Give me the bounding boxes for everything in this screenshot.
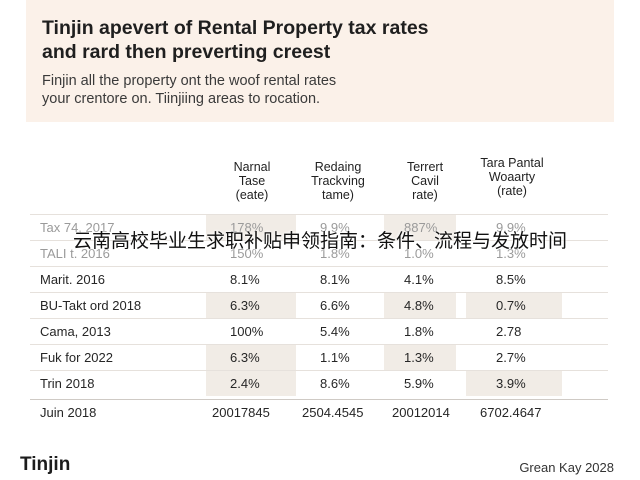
table-cell: 150% xyxy=(230,246,264,261)
total-row: Juin 2018 20017845 2504.4545 20012014 67… xyxy=(30,399,608,424)
table-cell: 1.0% xyxy=(404,246,434,261)
table-cell: 5.9% xyxy=(404,376,434,391)
table-cell: 2.78 xyxy=(496,324,522,339)
column-header-line: Tara Pantal xyxy=(480,156,544,170)
table-cell: 8.6% xyxy=(320,376,350,391)
column-header-line: Cavil xyxy=(411,174,439,188)
table-row: Cama, 2013 100% 5.4% 1.8% 2.78 xyxy=(30,318,608,344)
column-header-terrert-cavil: Terrert Cavil rate) xyxy=(390,160,460,202)
table-cell: 1.3% xyxy=(404,350,434,365)
page-title: Tinjin apevert of Rental Property tax ra… xyxy=(42,16,614,64)
table-row: Tax 74, 2017 178% 9.9% 887% 9.9% xyxy=(30,214,608,240)
table-cell: 2.4% xyxy=(230,376,260,391)
column-header-tara-pantal: Tara Pantal Woaarty (rate) xyxy=(460,156,564,198)
row-label: Fuk for 2022 xyxy=(40,350,113,365)
table-cell: 0.7% xyxy=(496,298,526,313)
table-cell: 6.3% xyxy=(230,298,260,313)
subtitle-line-1: Finjin all the property ont the woof ren… xyxy=(42,73,337,89)
column-header-line: Woaarty xyxy=(488,170,536,184)
table-cell: 100% xyxy=(230,324,264,339)
column-header-line: (rate) xyxy=(497,184,527,198)
column-header-line: (eate) xyxy=(235,188,269,202)
row-label: Trin 2018 xyxy=(40,376,95,391)
column-header-line: Trackving xyxy=(311,174,365,188)
page-subtitle: Finjin all the property ont the woof ren… xyxy=(42,72,614,108)
row-label: Tax 74, 2017 xyxy=(40,220,115,235)
table-cell: 8.1% xyxy=(320,272,350,287)
footer-credit: Grean Kay 2028 xyxy=(519,460,614,475)
title-line-2: and rard then preverting creest xyxy=(42,41,331,63)
table-cell: 9.9% xyxy=(320,220,350,235)
table-cell: 4.8% xyxy=(404,298,434,313)
row-label: Juin 2018 xyxy=(40,405,97,420)
table-row: BU-Takt ord 2018 6.3% 6.6% 4.8% 0.7% xyxy=(30,292,608,318)
table-cell: 1.8% xyxy=(320,246,350,261)
column-header-narnal-tase: Narnal Tase (eate) xyxy=(214,160,290,202)
table-row: TALI t. 2016 150% 1.8% 1.0% 1.3% xyxy=(30,240,608,266)
subtitle-line-2: your crentore on. Tiinjiing areas to roc… xyxy=(42,91,321,107)
header-card: Tinjin apevert of Rental Property tax ra… xyxy=(26,0,614,122)
table-cell: 8.5% xyxy=(496,272,526,287)
footer-brand: Tinjin xyxy=(20,454,71,475)
title-line-1: Tinjin apevert of Rental Property tax ra… xyxy=(42,17,429,39)
table-row: Marit. 2016 8.1% 8.1% 4.1% 8.5% xyxy=(30,266,608,292)
row-label: Cama, 2013 xyxy=(40,324,111,339)
row-label: BU-Takt ord 2018 xyxy=(40,298,142,313)
table-cell: 6.6% xyxy=(320,298,350,313)
table-cell: 1.1% xyxy=(320,350,350,365)
column-header-line: tame) xyxy=(322,188,354,202)
table-cell: 6702.4647 xyxy=(480,405,542,420)
column-header-line: Redaing xyxy=(314,160,362,174)
table-cell: 9.9% xyxy=(496,220,526,235)
overlay-caption: 云南高校毕业生求职补贴申领指南：条件、流程与发放时间 xyxy=(72,230,567,252)
table-cell: 20012014 xyxy=(392,405,450,420)
rates-table: Tax 74, 2017 178% 9.9% 887% 9.9% TALI t.… xyxy=(30,214,608,396)
table-row: Trin 2018 2.4% 8.6% 5.9% 3.9% xyxy=(30,370,608,396)
table-cell: 4.1% xyxy=(404,272,434,287)
table-cell: 1.8% xyxy=(404,324,434,339)
row-label: Marit. 2016 xyxy=(40,272,106,287)
table-cell: 2.7% xyxy=(496,350,526,365)
table-cell: 20017845 xyxy=(212,405,270,420)
column-header-line: Narnal xyxy=(233,160,271,174)
row-label: TALI t. 2016 xyxy=(40,246,110,261)
column-header-redaing-trackving: Redaing Trackving tame) xyxy=(296,160,380,202)
table-cell: 887% xyxy=(404,220,438,235)
table-cell: 5.4% xyxy=(320,324,350,339)
table-row: Fuk for 2022 6.3% 1.1% 1.3% 2.7% xyxy=(30,344,608,370)
column-header-line: rate) xyxy=(412,188,438,202)
table-cell: 8.1% xyxy=(230,272,260,287)
table-cell: 3.9% xyxy=(496,376,526,391)
table-cell: 1.3% xyxy=(496,246,526,261)
table-cell: 6.3% xyxy=(230,350,260,365)
column-header-line: Terrert xyxy=(406,160,444,174)
column-header-line: Tase xyxy=(238,174,266,188)
table-cell: 178% xyxy=(230,220,264,235)
table-cell: 2504.4545 xyxy=(302,405,364,420)
